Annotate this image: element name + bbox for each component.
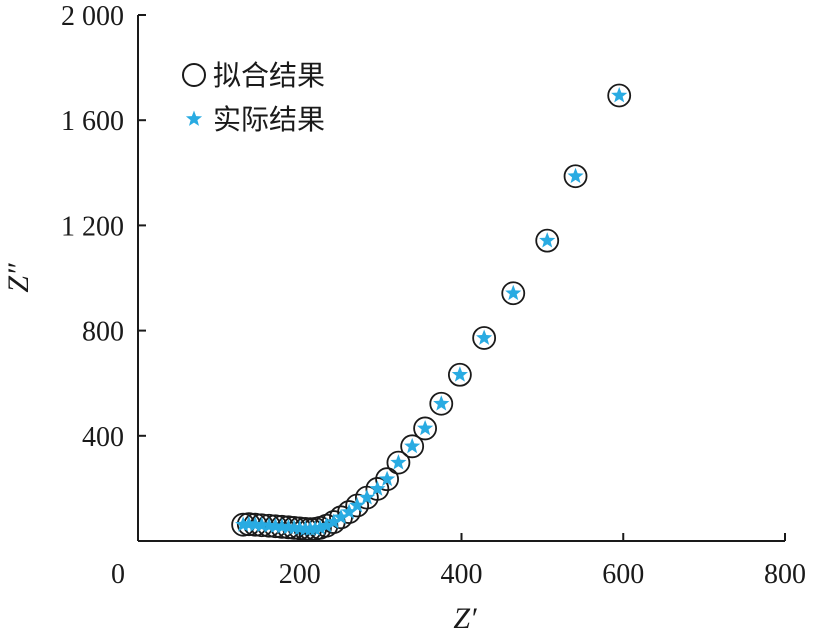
fit-point: [337, 500, 361, 524]
x-tick-label: 400: [441, 559, 483, 590]
actual-point: [476, 329, 493, 345]
legend-label-fit: 拟合结果: [213, 59, 325, 92]
fit-point: [413, 416, 438, 441]
fit-point: [429, 391, 454, 416]
y-tick-label: 1 200: [61, 211, 124, 242]
actual-point: [369, 480, 386, 496]
actual-point: [235, 516, 252, 532]
actual-point: [253, 516, 270, 533]
actual-point: [307, 520, 324, 536]
x-axis-title: Z′: [453, 602, 477, 634]
axes: [137, 15, 785, 542]
fit-point: [535, 228, 560, 253]
actual-point: [349, 497, 366, 513]
fit-point: [501, 281, 526, 306]
fit-point: [472, 326, 497, 350]
axis-ticks: 0 200 400 600 800 400 800 1 200 1 600 2 000: [61, 1, 806, 590]
actual-point: [358, 489, 375, 505]
actual-point: [611, 86, 628, 103]
actual-point: [567, 167, 584, 184]
actual-point: [318, 517, 335, 533]
fit-point: [386, 450, 411, 475]
actual-point: [433, 395, 450, 411]
actual-point: [404, 437, 421, 454]
fit-point: [447, 362, 472, 387]
fit-point: [365, 477, 390, 501]
actual-point: [505, 284, 522, 301]
y-axis-title: Z″: [2, 263, 35, 293]
actual-point: [417, 419, 434, 436]
actual-point: [539, 232, 556, 248]
legend-marker-fit-circle: [182, 63, 206, 87]
x-tick-label: 800: [764, 559, 806, 590]
fit-point: [400, 434, 425, 459]
y-tick-label: 2 000: [61, 1, 124, 32]
actual-point: [379, 470, 396, 487]
actual-point: [311, 519, 329, 535]
actual-point: [451, 366, 468, 382]
fit-point: [607, 83, 632, 108]
x-tick-label: 600: [602, 559, 644, 590]
actual-point: [341, 503, 358, 519]
fit-point: [375, 467, 399, 492]
y-tick-label: 800: [82, 317, 124, 348]
x-tick-label: 200: [279, 559, 321, 590]
data-marks: [231, 83, 632, 542]
legend-marker-actual-star: [185, 110, 203, 126]
legend: 拟合结果 实际结果: [182, 59, 325, 136]
y-tick-label: 1 600: [61, 106, 124, 137]
fit-point: [563, 164, 588, 189]
actual-point: [390, 454, 407, 470]
x-tick-label: 0: [111, 559, 125, 590]
legend-label-actual: 实际结果: [213, 103, 325, 136]
actual-point: [325, 513, 342, 529]
actual-point: [332, 508, 350, 525]
y-tick-label: 400: [82, 422, 124, 453]
